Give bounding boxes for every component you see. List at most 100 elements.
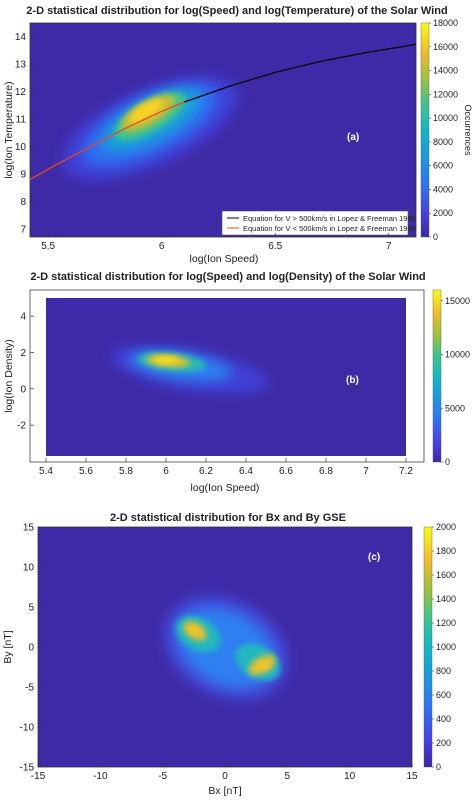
chart-b-x-tick: 6.6: [279, 466, 293, 477]
chart-c: 2-D statistical distribution for Bx and …: [2, 512, 456, 797]
chart-b-x-tick: 7.2: [399, 466, 413, 477]
chart-a-y-tick: 12: [15, 87, 27, 98]
chart-b-colorbar-tick: 0: [445, 457, 450, 467]
chart-a-colorbar-tick: 16000: [433, 42, 458, 52]
chart-a-heatmap: [61, 76, 239, 180]
chart-b-colorbar-tick: 10000: [445, 350, 470, 360]
chart-a-x-tick: 7: [386, 241, 392, 252]
chart-c-colorbar-tick: 600: [436, 690, 451, 700]
chart-b-y-tick: -2: [17, 421, 26, 432]
chart-c-y-ticks: -15 -10 -5 0 5 10 15: [20, 523, 42, 774]
chart-c-colorbar-tick: 1600: [436, 570, 456, 580]
chart-c-colorbar-tick: 1800: [436, 546, 456, 556]
chart-b-x-tick: 6.8: [319, 466, 333, 477]
chart-a-colorbar-tick: 4000: [433, 184, 453, 194]
chart-a-colorbar-tick: 10000: [433, 113, 458, 123]
chart-b-colorbar: [432, 289, 442, 463]
chart-b-heatmap: [111, 345, 269, 395]
chart-b-y-label: log(Ion Density): [3, 339, 15, 413]
chart-c-colorbar-tick: 1400: [436, 594, 456, 604]
chart-c-colorbar: [423, 526, 433, 768]
chart-b-x-label: log(Ion Speed): [191, 482, 260, 494]
chart-a-legend: Equation for V > 500km/s in Lopez & Free…: [221, 210, 416, 236]
chart-c-x-tick: 0: [222, 771, 228, 782]
chart-c-y-tick: -10: [20, 723, 35, 734]
chart-b-colorbar-tick: 15000: [445, 296, 470, 306]
chart-b-colorbar-tick: 5000: [445, 403, 465, 413]
chart-b-colorbar-ticks: 0 5000 10000 15000: [441, 296, 470, 467]
chart-c-y-tick: 10: [23, 563, 35, 574]
chart-a-y-label: log(Ion Temperature): [3, 81, 15, 178]
chart-c-x-tick: 15: [406, 771, 418, 782]
chart-b-x-tick: 6.2: [199, 466, 213, 477]
chart-a-y-ticks: 7 8 9 10 11 12 13 14: [15, 32, 34, 235]
chart-a-x-label: log(Ion Speed): [190, 253, 259, 265]
chart-a-panel-label: (a): [347, 132, 359, 143]
chart-c-x-ticks: -15 -10 -5 0 5 10 15: [31, 763, 418, 782]
chart-a-colorbar-tick: 18000: [433, 18, 458, 28]
chart-c-y-label: By [nT]: [2, 630, 14, 663]
chart-b-y-tick: 4: [20, 312, 26, 323]
chart-b-x-tick: 5.6: [79, 466, 93, 477]
legend-entry-series-1: Equation for V > 500km/s in Lopez & Free…: [243, 214, 416, 223]
legend-entry-series-2: Equation for V < 500km/s in Lopez & Free…: [243, 224, 416, 233]
chart-b-x-tick: 5.8: [119, 466, 133, 477]
chart-a-colorbar-tick: 2000: [433, 208, 453, 218]
chart-c-colorbar-ticks: 0 200 400 600 800 1000 1200 1400 1600 1800 2000: [432, 522, 456, 772]
chart-a-y-tick: 14: [15, 32, 27, 43]
chart-a-x-tick: 6.5: [268, 241, 282, 252]
chart-a-colorbar-ticks: 0 2000 4000 6000 8000 10000 12000 14000 16000 180…: [429, 18, 458, 242]
chart-c-x-label: Bx [nT]: [208, 785, 241, 797]
chart-b-x-ticks: 5.4 5.6 5.8 6 6.2 6.4 6.6 6.8 7 7.2: [39, 458, 413, 477]
chart-a-y-tick: 13: [15, 60, 27, 71]
chart-a-colorbar-tick: 0: [433, 232, 438, 242]
chart-c-colorbar-tick: 1200: [436, 618, 456, 628]
chart-a-x-tick: 5.5: [41, 241, 55, 252]
chart-a-curves: [29, 43, 417, 180]
chart-a-series-line-1: [184, 43, 417, 103]
chart-b-x-tick: 7: [363, 466, 369, 477]
chart-b-y-tick: 0: [20, 384, 26, 395]
chart-a-series-line-2: [29, 101, 185, 180]
chart-a-y-tick: 11: [16, 115, 27, 126]
chart-a-title: 2-D statistical distribution for log(Spe…: [26, 5, 447, 17]
chart-b-x-tick: 6.4: [239, 466, 253, 477]
chart-a-colorbar-label: Occurrences: [463, 104, 473, 156]
chart-c-title: 2-D statistical distribution for Bx and …: [110, 512, 346, 524]
chart-c-heatmap: [163, 595, 289, 701]
chart-c-y-tick: -15: [20, 763, 35, 774]
chart-a-colorbar: [420, 22, 430, 238]
chart-c-colorbar-tick: 400: [436, 714, 451, 724]
chart-a: 2-D statistical distribution for log(Spe…: [3, 5, 473, 265]
chart-b-y-tick: 2: [20, 348, 26, 359]
chart-c-colorbar-tick: 2000: [436, 522, 456, 532]
chart-c-x-tick: -15: [31, 771, 46, 782]
chart-a-y-tick: 7: [20, 224, 26, 235]
chart-c-y-tick: 15: [23, 523, 35, 534]
chart-c-x-tick: -10: [93, 771, 108, 782]
chart-b-x-tick: 5.4: [39, 466, 53, 477]
chart-b-y-ticks: -2 0 2 4: [17, 312, 34, 432]
chart-a-y-tick: 10: [15, 142, 27, 153]
chart-a-colorbar-tick: 8000: [433, 137, 453, 147]
chart-c-x-tick: 10: [344, 771, 356, 782]
chart-c-x-tick: 5: [285, 771, 291, 782]
chart-c-colorbar-tick: 0: [436, 762, 441, 772]
chart-b-panel-label: (b): [346, 375, 359, 386]
chart-b-title: 2-D statistical distribution for log(Spe…: [30, 271, 425, 283]
chart-a-y-tick: 9: [20, 169, 26, 180]
chart-c-colorbar-tick: 200: [436, 738, 451, 748]
chart-a-y-tick: 8: [20, 197, 26, 208]
chart-b: 2-D statistical distribution for log(Spe…: [3, 271, 470, 494]
chart-c-y-tick: 5: [28, 603, 34, 614]
chart-c-panel-label: (c): [368, 552, 380, 563]
chart-c-y-tick: 0: [28, 643, 34, 654]
chart-c-colorbar-tick: 800: [436, 666, 451, 676]
chart-c-colorbar-tick: 1000: [436, 642, 456, 652]
chart-a-colorbar-tick: 6000: [433, 161, 453, 171]
chart-c-x-tick: -5: [158, 771, 167, 782]
chart-c-y-tick: -5: [25, 683, 34, 694]
chart-a-x-ticks: 5.5 6 6.5 7: [41, 233, 392, 252]
chart-a-colorbar-tick: 12000: [433, 89, 458, 99]
